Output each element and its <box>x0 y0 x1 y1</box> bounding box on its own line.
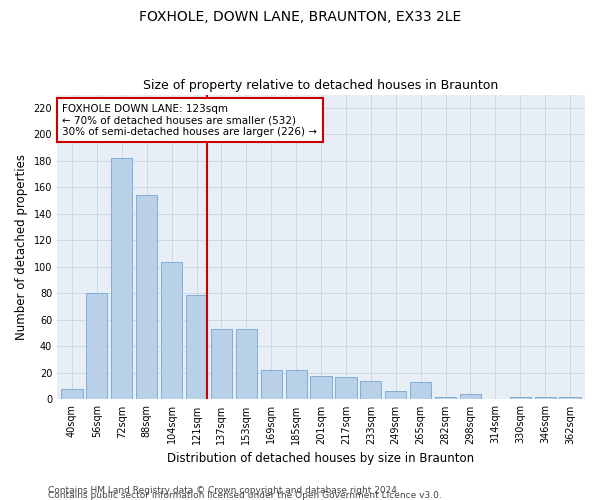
Bar <box>111 158 133 400</box>
Bar <box>559 397 581 400</box>
Text: Contains public sector information licensed under the Open Government Licence v3: Contains public sector information licen… <box>48 491 442 500</box>
Bar <box>186 294 207 400</box>
Bar <box>260 370 282 400</box>
Bar <box>310 376 332 400</box>
Bar <box>211 329 232 400</box>
Bar <box>535 397 556 400</box>
Y-axis label: Number of detached properties: Number of detached properties <box>15 154 28 340</box>
Text: Contains HM Land Registry data © Crown copyright and database right 2024.: Contains HM Land Registry data © Crown c… <box>48 486 400 495</box>
Bar <box>161 262 182 400</box>
Text: FOXHOLE DOWN LANE: 123sqm
← 70% of detached houses are smaller (532)
30% of semi: FOXHOLE DOWN LANE: 123sqm ← 70% of detac… <box>62 104 317 137</box>
Bar <box>435 397 456 400</box>
Bar <box>509 397 531 400</box>
Bar <box>385 392 406 400</box>
Bar <box>61 389 83 400</box>
X-axis label: Distribution of detached houses by size in Braunton: Distribution of detached houses by size … <box>167 452 475 465</box>
Bar <box>360 381 382 400</box>
Bar <box>236 329 257 400</box>
Bar <box>86 294 107 400</box>
Title: Size of property relative to detached houses in Braunton: Size of property relative to detached ho… <box>143 79 499 92</box>
Bar <box>410 382 431 400</box>
Bar <box>335 377 356 400</box>
Bar <box>136 196 157 400</box>
Text: FOXHOLE, DOWN LANE, BRAUNTON, EX33 2LE: FOXHOLE, DOWN LANE, BRAUNTON, EX33 2LE <box>139 10 461 24</box>
Bar <box>460 394 481 400</box>
Bar <box>286 370 307 400</box>
